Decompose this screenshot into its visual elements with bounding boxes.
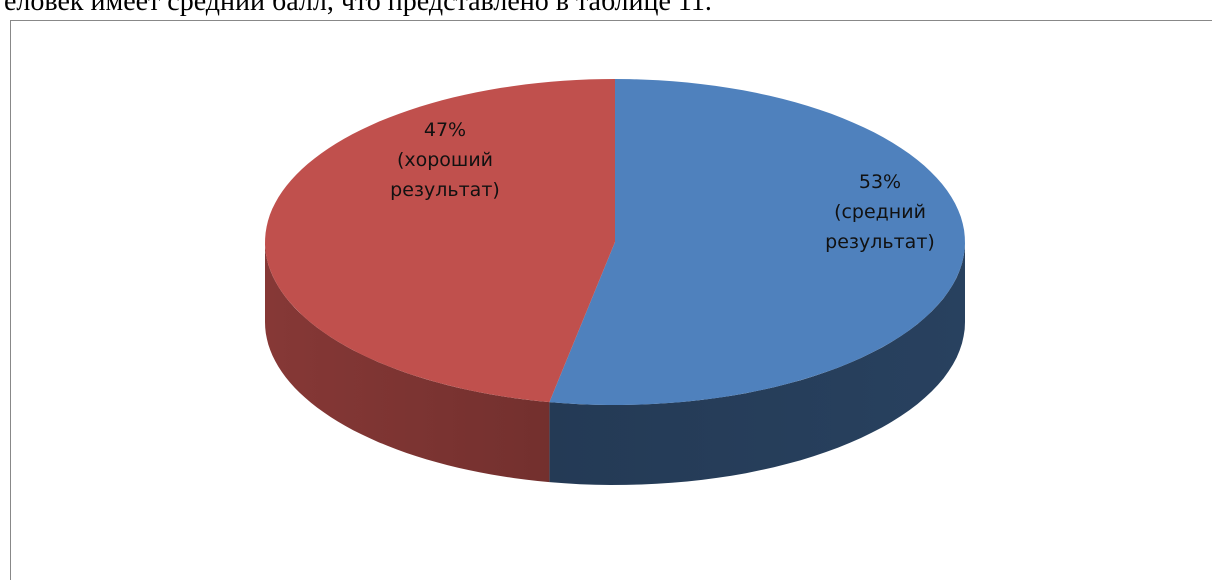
intro-text: еловек имеет средний балл, что представл… xyxy=(4,0,712,17)
pie-side xyxy=(265,242,550,483)
data-label: 53% (средний результат) xyxy=(810,167,950,257)
value-label: 47% xyxy=(423,119,467,141)
chart-frame xyxy=(10,20,1212,580)
pie-slice xyxy=(549,79,965,405)
pie-side xyxy=(549,242,965,485)
value-label: 53% xyxy=(858,171,902,193)
category-label: (средний результат) xyxy=(825,201,935,253)
chart xyxy=(265,79,965,485)
data-label: 47% (хороший результат) xyxy=(375,115,515,205)
page: {"text": "еловек имеет средний балл, что… xyxy=(4,0,1212,580)
category-label: (хороший результат) xyxy=(390,149,500,201)
pie-slice xyxy=(265,79,615,403)
